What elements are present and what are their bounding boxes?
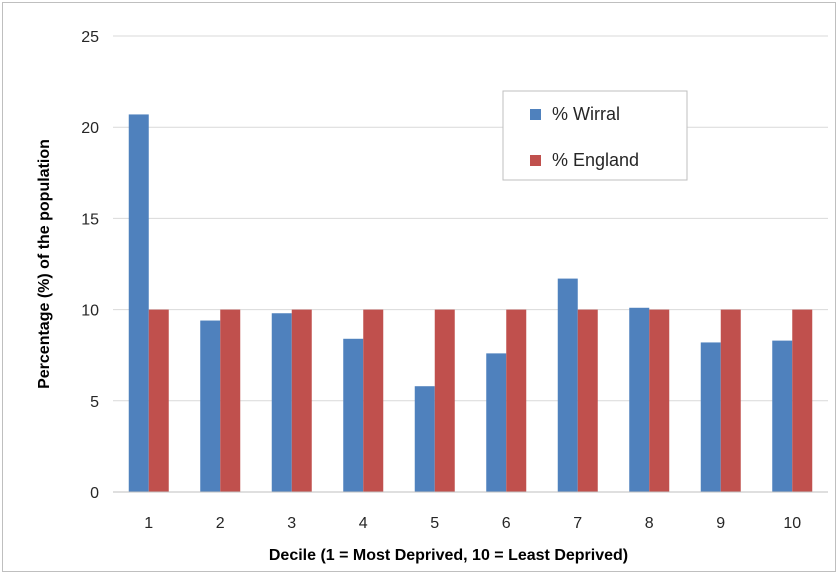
bar-england-decile-6 (506, 309, 527, 492)
bar-wirral-decile-10 (772, 340, 793, 492)
bar-england-decile-10 (792, 309, 813, 492)
bar-england-decile-9 (720, 309, 741, 492)
x-tick-label: 4 (359, 515, 368, 532)
bar-wirral-decile-5 (414, 386, 435, 492)
y-tick-label: 0 (90, 485, 99, 502)
y-axis-ticks: 0 5 10 15 20 25 (81, 29, 99, 502)
bar-wirral-decile-4 (343, 338, 364, 492)
y-tick-label: 15 (81, 211, 99, 228)
bar-england-decile-1 (148, 309, 169, 492)
bar-wirral-decile-1 (128, 114, 149, 492)
bar-england-decile-8 (649, 309, 670, 492)
x-tick-label: 3 (287, 515, 296, 532)
bar-wirral-decile-9 (700, 342, 721, 492)
bar-england-decile-4 (363, 309, 384, 492)
x-axis-title: Decile (1 = Most Deprived, 10 = Least De… (269, 547, 628, 564)
y-tick-label: 5 (90, 394, 99, 411)
bar-wirral-decile-2 (200, 320, 221, 492)
x-tick-label: 10 (783, 515, 801, 532)
bar-chart: 0 5 10 15 20 25 1 2 3 4 5 6 7 8 9 10 Percentage (%) of… (36, 29, 828, 564)
bar-wirral-decile-6 (486, 353, 507, 492)
y-axis-title: Percentage (%) of the population (36, 139, 53, 389)
legend-label-wirral: % Wirral (552, 104, 620, 124)
bars (128, 114, 813, 492)
legend-swatch-england (530, 155, 541, 166)
legend-swatch-wirral (530, 109, 541, 120)
bar-england-decile-3 (291, 309, 312, 492)
y-tick-label: 20 (81, 120, 99, 137)
x-tick-label: 1 (144, 515, 153, 532)
bar-wirral-decile-7 (557, 278, 578, 492)
bar-wirral-decile-8 (629, 307, 650, 492)
legend-label-england: % England (552, 150, 639, 170)
bar-england-decile-5 (434, 309, 455, 492)
bar-england-decile-2 (220, 309, 241, 492)
x-tick-label: 5 (430, 515, 439, 532)
y-tick-label: 10 (81, 303, 99, 320)
x-axis-ticks: 1 2 3 4 5 6 7 8 9 10 (144, 515, 801, 532)
bar-england-decile-7 (577, 309, 598, 492)
x-tick-label: 6 (502, 515, 511, 532)
x-tick-label: 9 (716, 515, 725, 532)
legend: % Wirral % England (502, 90, 688, 181)
x-tick-label: 2 (216, 515, 225, 532)
x-tick-label: 7 (573, 515, 582, 532)
x-tick-label: 8 (645, 515, 654, 532)
bar-wirral-decile-3 (271, 313, 292, 492)
y-tick-label: 25 (81, 29, 99, 46)
